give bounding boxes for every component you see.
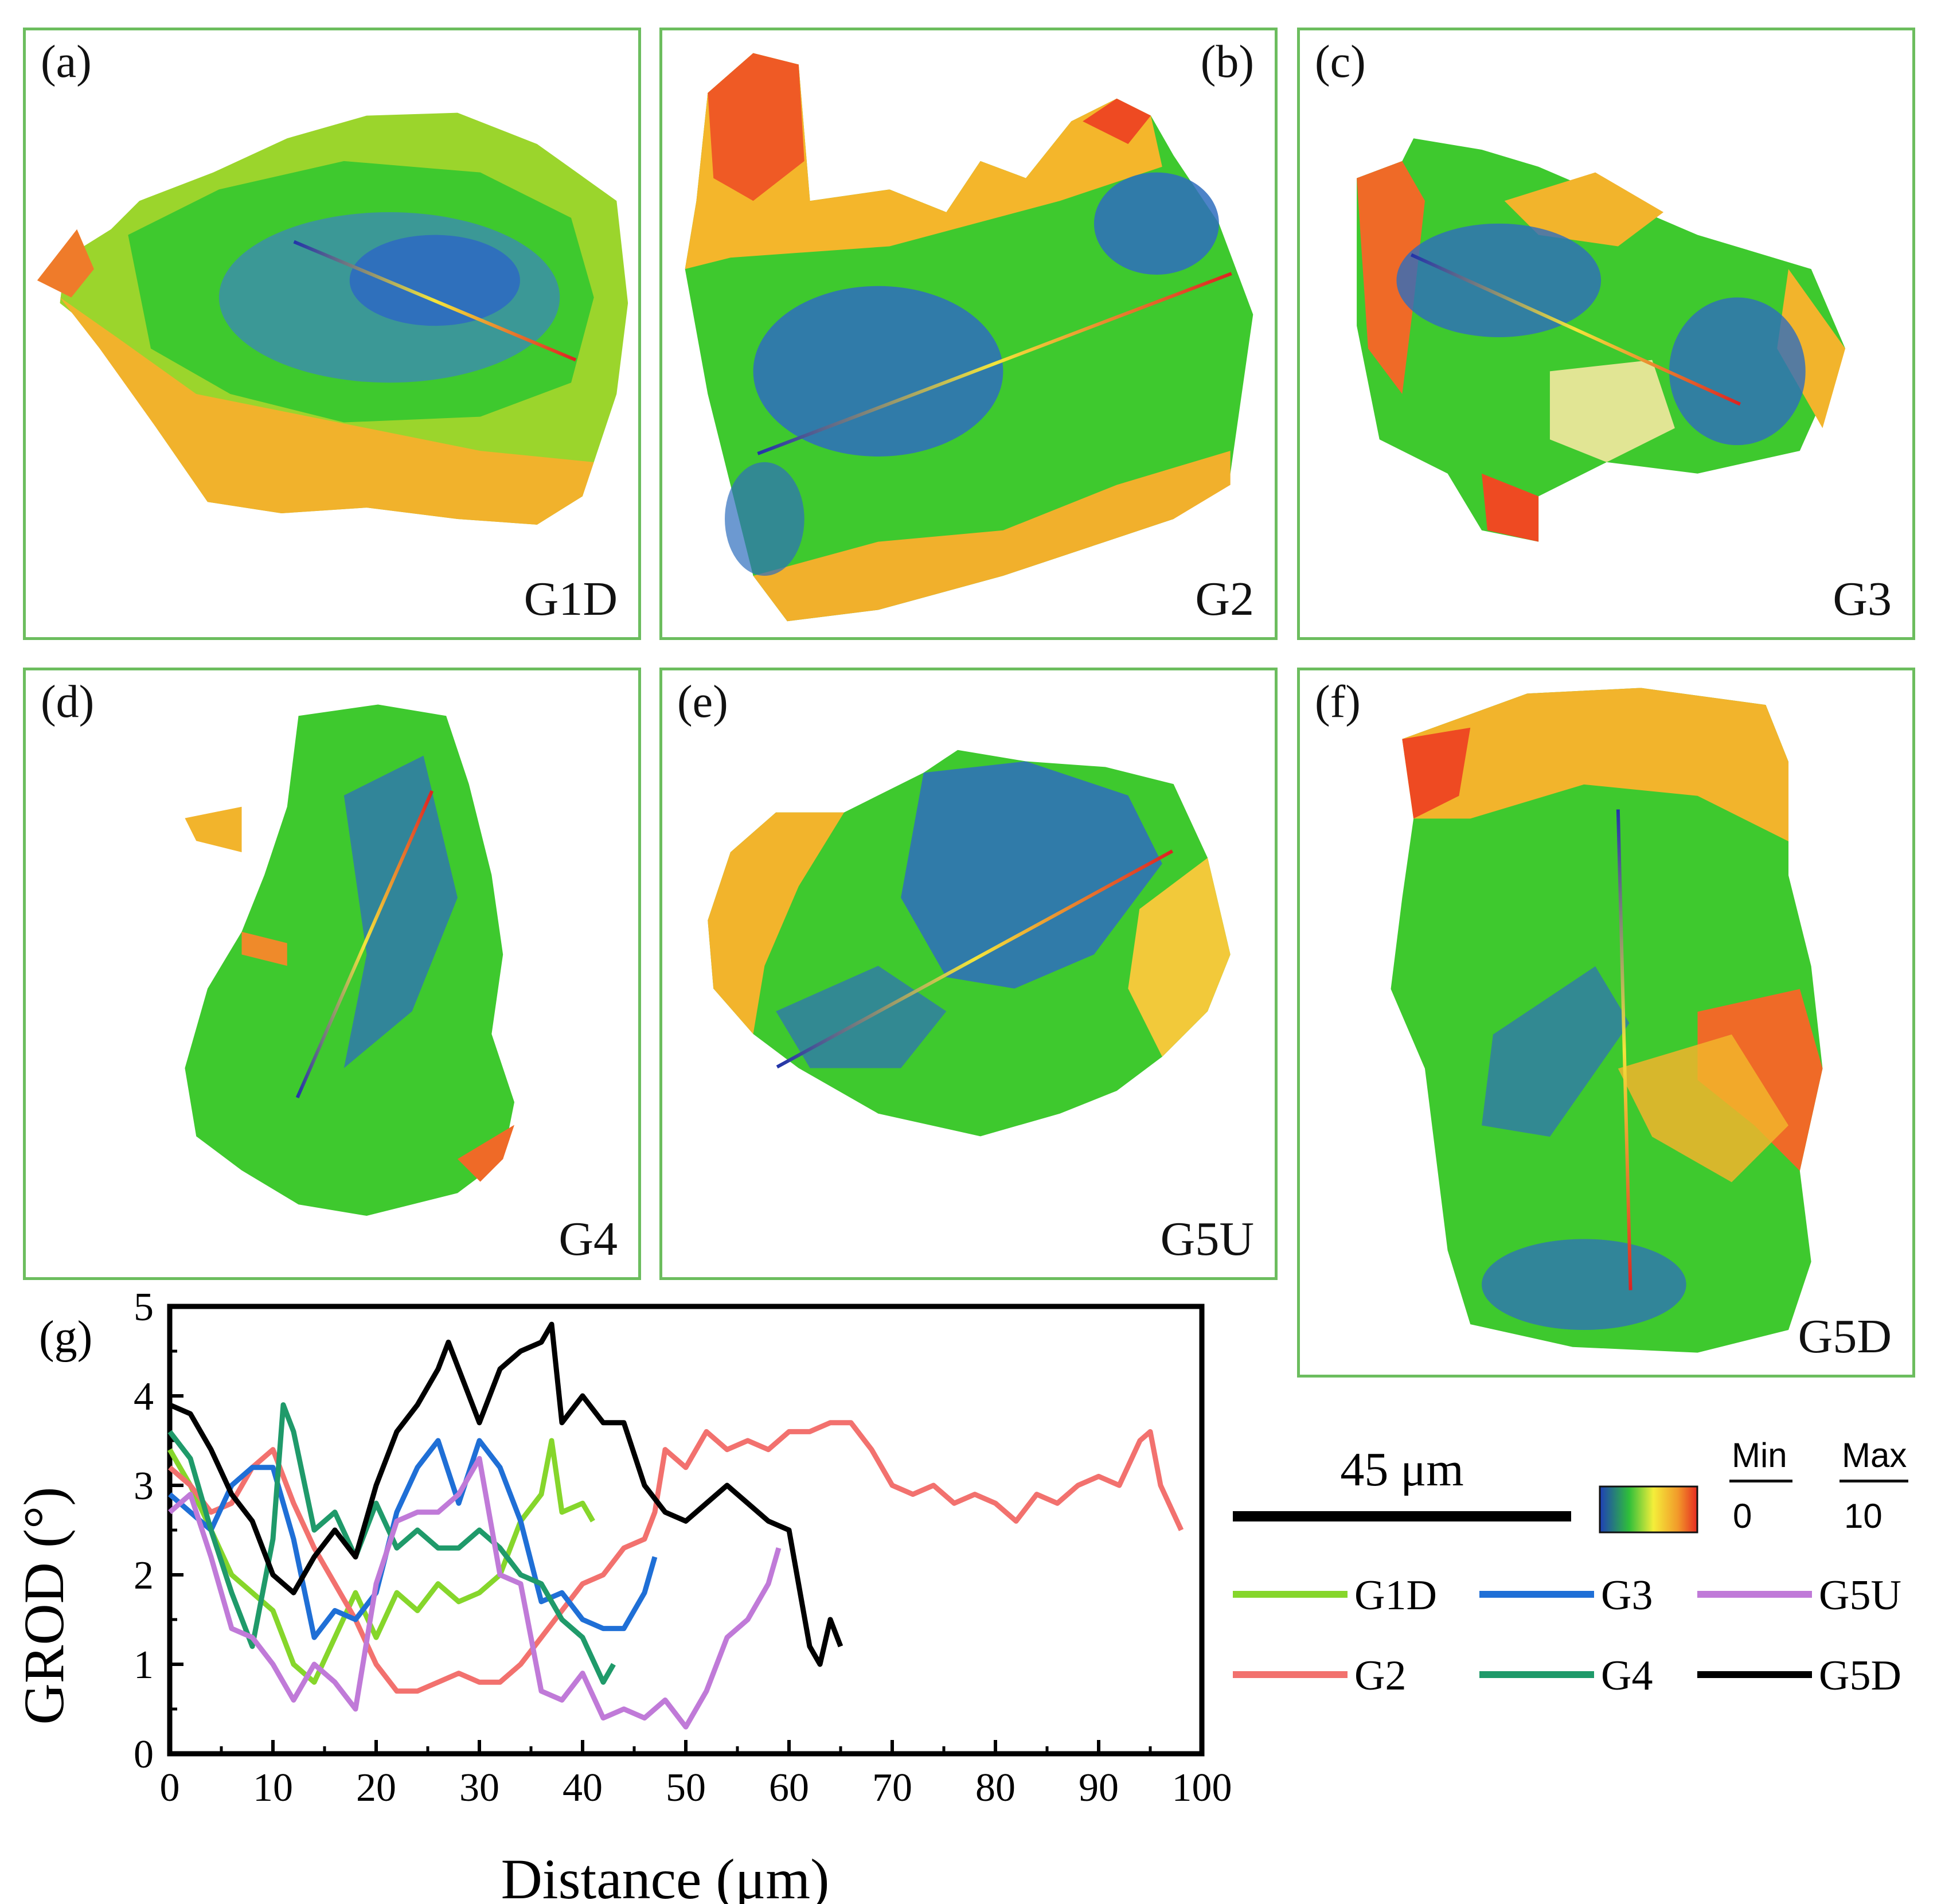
- x-tick-label: 40: [563, 1766, 603, 1810]
- panel-c: (c) G3: [1297, 28, 1915, 640]
- scale-bar: [1233, 1511, 1571, 1521]
- panel-label-b: (b): [1200, 37, 1254, 87]
- legend-label-g5u: G5U: [1819, 1572, 1901, 1619]
- grod-map-g2: [685, 53, 1253, 622]
- grod-map-g1d: [37, 112, 628, 525]
- panel-b: (b) G2: [659, 28, 1278, 640]
- colorbar-max-rule: [1839, 1480, 1908, 1482]
- profile-line-g2: [757, 272, 1232, 455]
- x-tick-label: 80: [975, 1766, 1016, 1810]
- colorbar-min-rule: [1729, 1480, 1792, 1482]
- colorbar-min-title: Min: [1732, 1436, 1787, 1474]
- y-tick-label: 2: [134, 1554, 154, 1598]
- panel-e: (e) G5U: [659, 668, 1278, 1280]
- x-tick-label: 100: [1172, 1766, 1232, 1810]
- grod-map-g5u: [708, 750, 1231, 1137]
- x-tick-label: 0: [160, 1766, 180, 1810]
- grain-name-g3: G3: [1833, 572, 1892, 626]
- legend-label-g1d: G1D: [1354, 1572, 1437, 1619]
- panel-label-a: (a): [41, 37, 92, 87]
- grain-name-g5u: G5U: [1160, 1212, 1254, 1266]
- x-tick-label: 60: [769, 1766, 809, 1810]
- colorbar-max-title: Max: [1842, 1436, 1907, 1474]
- panel-label-c: (c): [1315, 37, 1366, 87]
- x-axis-label: Distance (μm): [501, 1847, 830, 1904]
- profile-line-g1d: [293, 240, 577, 362]
- legend-label-g5d: G5D: [1819, 1652, 1901, 1699]
- chart-legend: G1D G3 G5U G2 G4 G5D: [1233, 1572, 1901, 1699]
- y-tick-label: 3: [134, 1464, 154, 1508]
- series-line-g1d: [167, 1438, 595, 1685]
- colorbar-max-value: 10: [1844, 1497, 1882, 1535]
- y-tick-label: 5: [134, 1285, 154, 1329]
- profile-line-g5u: [776, 849, 1174, 1069]
- x-tick-label: 20: [356, 1766, 396, 1810]
- profile-line-g5d: [1616, 809, 1632, 1290]
- grod-map-g4: [185, 704, 514, 1216]
- x-tick-label: 70: [872, 1766, 912, 1810]
- grod-map-g3: [1357, 138, 1846, 542]
- panel-d: (d) G4: [23, 668, 641, 1280]
- series-line-g5u: [168, 1456, 782, 1730]
- series-line-g3: [168, 1438, 658, 1640]
- plot-frame: [167, 1304, 1205, 1757]
- scale-bar-label: 45 μm: [1340, 1443, 1463, 1496]
- x-tick-label: 30: [459, 1766, 499, 1810]
- series-line-g2: [168, 1420, 1184, 1694]
- y-tick-label: 1: [134, 1643, 154, 1687]
- panel-f: (f) G5D: [1297, 668, 1915, 1378]
- panel-label-d: (d): [41, 677, 95, 727]
- y-tick-label: 0: [134, 1733, 154, 1777]
- y-axis-label: GROD (°): [12, 1487, 76, 1725]
- x-tick-label: 50: [666, 1766, 706, 1810]
- grain-name-g5d: G5D: [1798, 1310, 1892, 1363]
- colorbar-min-value: 0: [1733, 1497, 1752, 1535]
- plot-area: 0 10 20 30 40 50 60 70 80 90 100 0 1 2 3 4 5: [134, 1285, 1232, 1810]
- grain-name-g1d: G1D: [524, 572, 618, 626]
- x-tick-label: 90: [1079, 1766, 1119, 1810]
- panel-a: (a) G1D: [23, 28, 641, 640]
- y-tick-label: 4: [134, 1375, 154, 1419]
- colorbar: [1599, 1485, 1698, 1534]
- grod-map-g5d: [1391, 688, 1823, 1353]
- profile-line-g4: [295, 790, 434, 1099]
- chart-panel-label: (g): [39, 1312, 92, 1363]
- panel-label-e: (e): [677, 677, 728, 727]
- profile-line-g3: [1410, 253, 1741, 406]
- legend-label-g2: G2: [1354, 1652, 1406, 1699]
- panel-label-f: (f): [1315, 677, 1361, 727]
- grain-name-g4: G4: [558, 1212, 618, 1266]
- series-line-g5d: [169, 1321, 843, 1667]
- legend-label-g4: G4: [1601, 1652, 1653, 1699]
- x-tick-label: 10: [253, 1766, 293, 1810]
- grain-name-g2: G2: [1195, 572, 1254, 626]
- legend-label-g3: G3: [1601, 1572, 1653, 1619]
